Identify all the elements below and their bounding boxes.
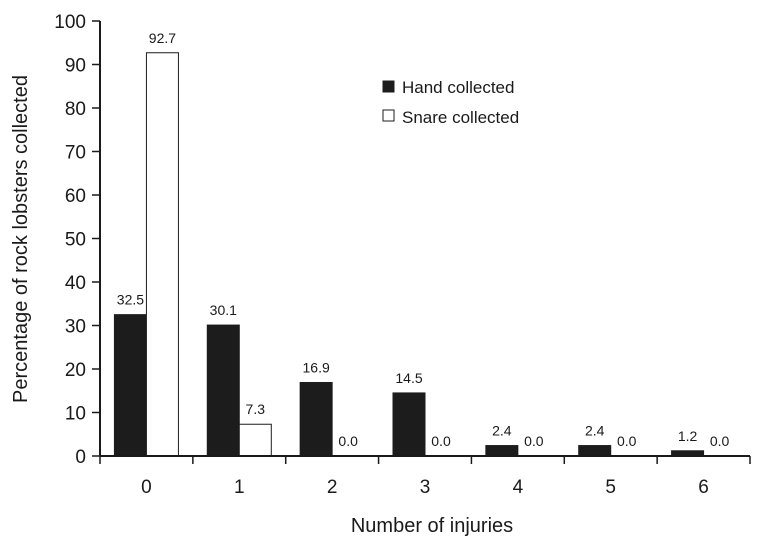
bar-hand-collected-1 xyxy=(206,324,240,457)
legend-swatch-snare-collected xyxy=(382,109,395,122)
y-tick-labels: 0 10 20 30 40 50 60 70 80 90 100 xyxy=(54,12,86,468)
y-tick-label-90: 90 xyxy=(65,56,86,77)
legend-label-snare-collected: Snare collected xyxy=(402,108,519,127)
y-tick-label-0: 0 xyxy=(75,447,86,468)
axis-ticks xyxy=(92,20,751,464)
data-label-hand-collected-5: 2.4 xyxy=(585,423,605,439)
x-tick-label-5: 5 xyxy=(605,477,616,498)
x-axis-title: Number of injuries xyxy=(351,515,513,537)
bar-hand-collected-3 xyxy=(392,392,426,457)
y-tick-label-70: 70 xyxy=(65,143,86,164)
legend-label-hand-collected: Hand collected xyxy=(402,78,514,97)
bar-hand-collected-2 xyxy=(299,381,333,457)
x-tick-label-4: 4 xyxy=(513,477,524,498)
data-label-hand-collected-3: 14.5 xyxy=(395,370,422,386)
bar-snare-collected-1 xyxy=(238,423,272,457)
legend: Hand collected Snare collected xyxy=(382,78,519,127)
bar-hand-collected-4 xyxy=(485,445,519,457)
bar-hand-collected-0 xyxy=(113,314,147,457)
data-label-hand-collected-0: 32.5 xyxy=(117,292,144,308)
x-tick-label-2: 2 xyxy=(327,477,338,498)
data-label-snare-collected-5: 0.0 xyxy=(617,433,637,449)
data-label-snare-collected-0: 92.7 xyxy=(149,30,176,46)
x-tick-label-1: 1 xyxy=(234,477,245,498)
bars xyxy=(113,52,705,457)
data-label-snare-collected-2: 0.0 xyxy=(338,433,358,449)
y-tick-label-80: 80 xyxy=(65,99,86,120)
bar-hand-collected-5 xyxy=(578,445,612,457)
data-labels: 32.5 30.1 16.9 14.5 2.4 2.4 1.2 92.7 7.3 0.0 0.0 0.… xyxy=(117,30,730,449)
x-tick-label-0: 0 xyxy=(141,477,152,498)
data-label-hand-collected-2: 16.9 xyxy=(303,359,330,375)
data-label-snare-collected-1: 7.3 xyxy=(246,401,266,417)
y-tick-label-30: 30 xyxy=(65,317,86,338)
legend-swatch-hand-collected xyxy=(382,80,395,93)
bar-snare-collected-0 xyxy=(145,52,179,457)
y-tick-label-20: 20 xyxy=(65,360,86,381)
data-label-snare-collected-6: 0.0 xyxy=(710,433,730,449)
x-tick-labels: 0 1 2 3 4 5 6 xyxy=(141,477,709,498)
y-tick-label-40: 40 xyxy=(65,273,86,294)
x-tick-label-3: 3 xyxy=(420,477,431,498)
data-label-hand-collected-4: 2.4 xyxy=(492,423,512,439)
y-tick-label-60: 60 xyxy=(65,186,86,207)
y-tick-label-50: 50 xyxy=(65,230,86,251)
y-axis-title: Percentage of rock lobsters collected xyxy=(10,75,32,403)
x-tick-label-6: 6 xyxy=(698,477,709,498)
data-label-snare-collected-4: 0.0 xyxy=(524,433,544,449)
data-label-hand-collected-1: 30.1 xyxy=(210,302,237,318)
data-label-hand-collected-6: 1.2 xyxy=(678,428,698,444)
y-tick-label-100: 100 xyxy=(54,12,86,33)
data-label-snare-collected-3: 0.0 xyxy=(431,433,451,449)
y-tick-label-10: 10 xyxy=(65,404,86,425)
